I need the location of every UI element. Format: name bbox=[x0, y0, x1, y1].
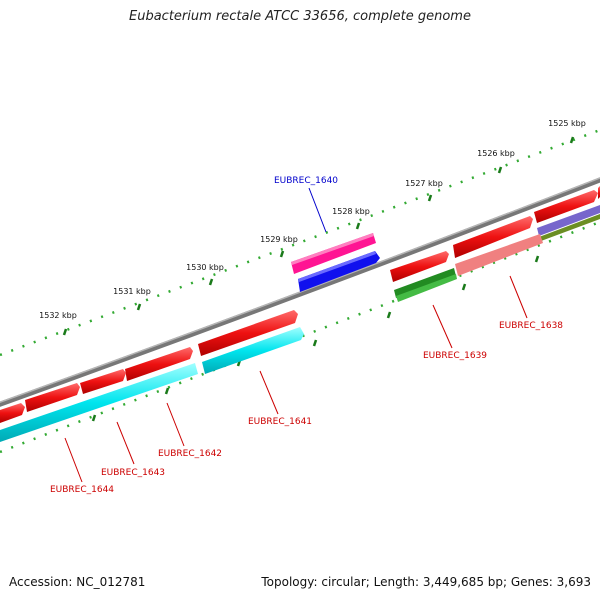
leader-1641 bbox=[259, 370, 279, 415]
gene-label-1644[interactable]: EUBREC_1644 bbox=[50, 485, 114, 495]
ruler-label-1526: 1526 kbp bbox=[477, 149, 515, 158]
ruler-tick-1529 bbox=[279, 250, 285, 258]
leader-1642 bbox=[166, 402, 185, 447]
highlight-gene-magenta[interactable] bbox=[291, 233, 376, 274]
feature-block-olive[interactable] bbox=[539, 214, 600, 241]
ruler-label-1528: 1528 kbp bbox=[332, 207, 370, 216]
gene-block-pink[interactable] bbox=[455, 234, 543, 276]
genome-info-text: Topology: circular; Length: 3,449,685 bp… bbox=[261, 575, 591, 589]
feature-block-purple[interactable] bbox=[537, 205, 600, 236]
gene-label-1640[interactable]: EUBREC_1640 bbox=[274, 176, 338, 186]
leader-1640 bbox=[308, 187, 327, 233]
gene-labels: EUBREC_1640 EUBREC_1638 EUBREC_1639 EUBR… bbox=[50, 176, 563, 495]
highlight-cds-blue-shine bbox=[298, 251, 376, 282]
inner-tick bbox=[91, 414, 97, 422]
rna-block[interactable] bbox=[394, 268, 456, 298]
leader-1643 bbox=[116, 421, 135, 465]
ruler-tick-1531 bbox=[136, 303, 142, 311]
cds-block[interactable] bbox=[25, 383, 80, 412]
cds-block[interactable] bbox=[0, 403, 25, 423]
ruler-label-1530: 1530 kbp bbox=[186, 263, 224, 272]
inner-track bbox=[0, 220, 600, 454]
gene-label-1638[interactable]: EUBREC_1638 bbox=[499, 321, 563, 331]
feature-blocks bbox=[0, 186, 600, 442]
cds-block[interactable] bbox=[390, 251, 449, 282]
gene-block[interactable] bbox=[202, 327, 304, 374]
inner-tick bbox=[534, 255, 540, 263]
cds-block[interactable] bbox=[453, 216, 533, 258]
gene-label-1639[interactable]: EUBREC_1639 bbox=[423, 351, 487, 361]
cds-block[interactable] bbox=[534, 190, 598, 223]
leader-1639 bbox=[432, 304, 453, 349]
ruler-label-1525: 1525 kbp bbox=[548, 119, 586, 128]
ruler-tick-1532 bbox=[62, 328, 68, 336]
gene-block[interactable] bbox=[0, 363, 198, 442]
genome-backbone-highlight bbox=[0, 177, 600, 403]
highlight-gene-magenta-shine bbox=[291, 233, 374, 265]
inner-tick bbox=[386, 311, 392, 319]
cds-block[interactable] bbox=[80, 369, 126, 394]
leader-1638 bbox=[509, 275, 528, 319]
ruler-label-1527: 1527 kbp bbox=[405, 179, 443, 188]
genome-backbone bbox=[0, 177, 600, 407]
inner-tick bbox=[312, 339, 318, 347]
highlight-cds-blue[interactable] bbox=[298, 251, 380, 292]
map-title: Eubacterium rectale ATCC 33656, complete… bbox=[129, 9, 471, 24]
gene-label-1642[interactable]: EUBREC_1642 bbox=[158, 449, 222, 459]
gene-label-1641[interactable]: EUBREC_1641 bbox=[248, 417, 312, 427]
cds-block[interactable] bbox=[125, 347, 193, 381]
ruler-track: 1525 kbp 1526 kbp 1527 kbp 1528 kbp 1529… bbox=[0, 119, 600, 357]
cds-block[interactable] bbox=[198, 310, 298, 356]
inner-tick bbox=[164, 387, 170, 395]
leader-1644 bbox=[64, 437, 83, 483]
label-leaders bbox=[64, 187, 528, 483]
accession-text: Accession: NC_012781 bbox=[9, 575, 146, 589]
rna-block-light[interactable] bbox=[396, 274, 457, 302]
ruler-tick-1527 bbox=[427, 194, 433, 202]
ruler-label-1529: 1529 kbp bbox=[260, 235, 298, 244]
ruler-tick-1525 bbox=[569, 136, 575, 144]
ruler-tick-1530 bbox=[208, 278, 214, 286]
gene-label-1643[interactable]: EUBREC_1643 bbox=[101, 468, 165, 478]
ruler-label-1531: 1531 kbp bbox=[113, 287, 151, 296]
inner-tick bbox=[461, 283, 467, 291]
ruler-label-1532: 1532 kbp bbox=[39, 311, 77, 320]
ruler-tick-1526 bbox=[497, 166, 503, 174]
ruler-tick-1528 bbox=[355, 222, 361, 230]
